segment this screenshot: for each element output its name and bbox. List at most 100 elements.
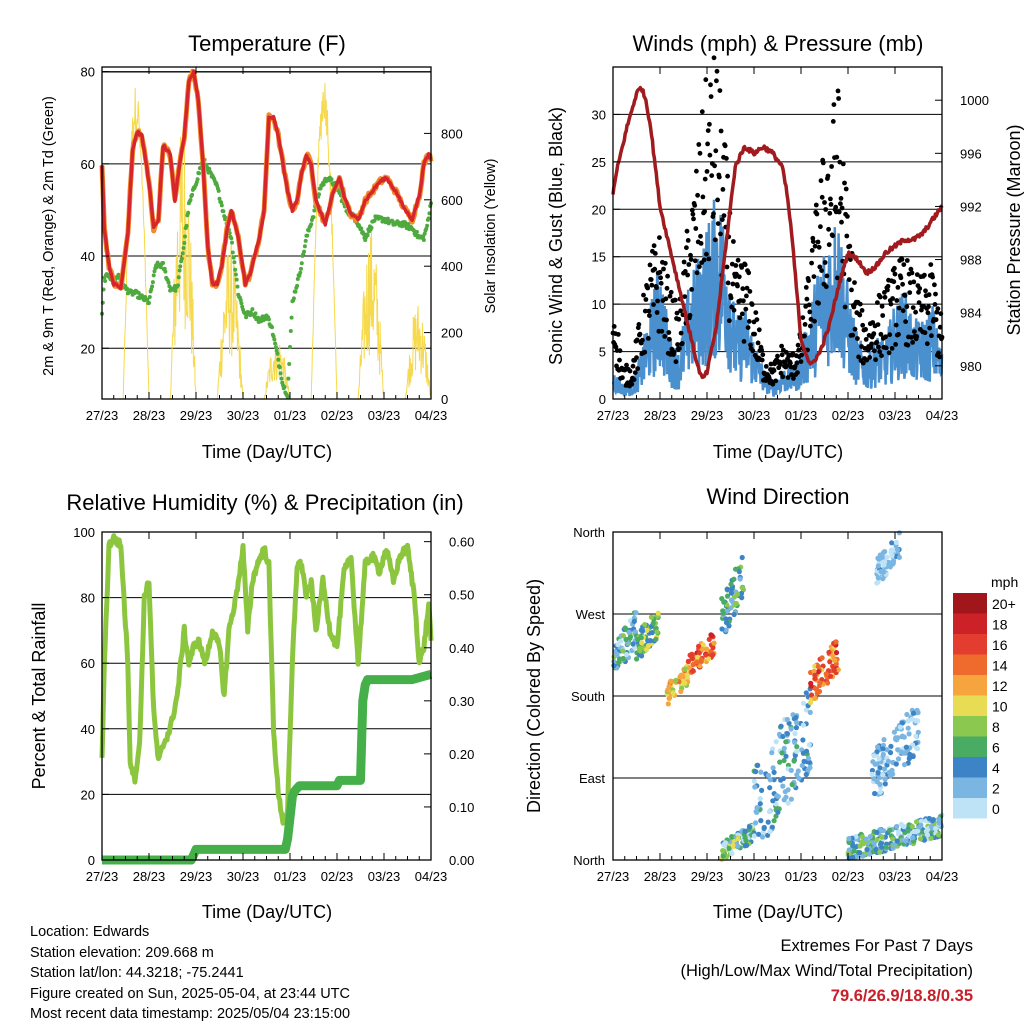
dewpoint-point <box>234 277 239 282</box>
direction-point <box>832 657 838 663</box>
gust-point <box>685 238 691 243</box>
colorbar-swatch <box>953 654 987 675</box>
y2-tick-label: 0.50 <box>449 588 474 603</box>
dewpoint-point <box>235 284 240 289</box>
direction-point <box>846 839 852 846</box>
x-tick-label: 29/23 <box>691 408 724 423</box>
direction-point <box>739 585 745 591</box>
gust-point <box>742 262 748 268</box>
direction-point <box>620 648 626 654</box>
gust-point <box>773 378 779 384</box>
direction-point <box>766 809 773 815</box>
direction-point <box>626 629 632 635</box>
dewpoint-point <box>271 334 276 339</box>
gust-point <box>905 342 911 348</box>
gust-point <box>719 217 725 223</box>
direction-point <box>729 586 735 592</box>
precipitation-line <box>102 669 433 865</box>
gust-point <box>752 331 757 337</box>
temperature-ylabel: 2m & 9m T (Red, Orange) & 2m Td (Green) <box>41 96 57 376</box>
gust-point <box>813 202 819 208</box>
direction-point <box>792 752 798 759</box>
dewpoint-point <box>287 362 292 366</box>
gust-point <box>820 160 826 166</box>
gust-point <box>642 308 648 314</box>
direction-point <box>915 718 921 724</box>
gust-point <box>809 248 815 253</box>
direction-point <box>876 756 882 762</box>
gust-point <box>914 334 920 339</box>
direction-point <box>771 818 777 824</box>
x-tick-label: 27/23 <box>597 869 630 884</box>
dewpoint-point <box>186 210 191 215</box>
extremes-values: 79.6/26.9/18.8/0.35 <box>830 987 973 1005</box>
gust-point <box>824 273 830 279</box>
gust-point <box>693 226 699 231</box>
dewpoint-point <box>285 394 290 399</box>
gust-point <box>691 216 696 222</box>
y2-tick-label: 0.00 <box>449 853 474 868</box>
direction-point <box>887 773 894 779</box>
plot-frame <box>101 531 432 861</box>
direction-point <box>780 775 787 782</box>
extremes-box: Extremes For Past 7 Days (High/Low/Max W… <box>680 934 973 1009</box>
winds-y2label: Station Pressure (Maroon) <box>1004 124 1024 335</box>
gust-point <box>896 305 902 311</box>
dewpoint-point <box>150 280 155 285</box>
gust-point <box>926 304 931 310</box>
solar-insolation-line <box>216 244 244 400</box>
gust-point <box>917 286 923 291</box>
direction-point <box>757 801 763 807</box>
direction-point <box>915 709 921 716</box>
gust-point <box>883 334 888 340</box>
direction-point <box>896 554 903 561</box>
direction-point <box>895 735 901 741</box>
direction-point <box>627 634 634 640</box>
gust-point <box>624 362 629 368</box>
direction-point <box>720 610 726 616</box>
direction-point <box>698 657 704 663</box>
direction-point <box>771 777 777 783</box>
gust-point <box>756 327 762 333</box>
direction-point <box>620 655 626 662</box>
gust-point <box>708 82 713 88</box>
plot-frame <box>101 66 432 400</box>
direction-point <box>901 762 908 768</box>
direction-point <box>781 745 787 751</box>
dewpoint-point <box>406 222 411 226</box>
direction-point <box>871 840 877 846</box>
direction-point <box>654 629 660 635</box>
gust-point <box>846 277 852 282</box>
direction-point <box>622 625 628 631</box>
dewpoint-point <box>293 289 298 294</box>
direction-point <box>615 642 621 648</box>
solar-insolation-line <box>357 228 385 400</box>
gust-point <box>823 207 829 212</box>
gust-point <box>673 359 679 365</box>
gust-point <box>785 375 791 380</box>
gust-point <box>795 370 800 375</box>
direction-point <box>774 793 780 799</box>
direction-point <box>877 781 883 788</box>
direction-point <box>794 744 800 750</box>
solar-insolation-line <box>310 82 338 400</box>
gust-point <box>721 213 727 219</box>
gust-point <box>637 331 643 337</box>
y2-tick-label: 400 <box>441 259 463 274</box>
dewpoint-point <box>219 200 224 205</box>
gust-point <box>749 302 755 307</box>
gust-point <box>690 211 696 217</box>
x-tick-label: 28/23 <box>133 869 166 884</box>
gust-point <box>657 235 662 241</box>
direction-point <box>815 669 822 675</box>
gust-point <box>838 201 843 207</box>
direction-point <box>690 668 696 674</box>
gust-point <box>744 285 750 291</box>
gust-point <box>924 341 930 347</box>
gust-point <box>922 272 927 278</box>
direction-point <box>803 707 810 713</box>
gust-point <box>731 307 737 313</box>
direction-point <box>800 737 806 743</box>
direction-point <box>788 726 794 732</box>
